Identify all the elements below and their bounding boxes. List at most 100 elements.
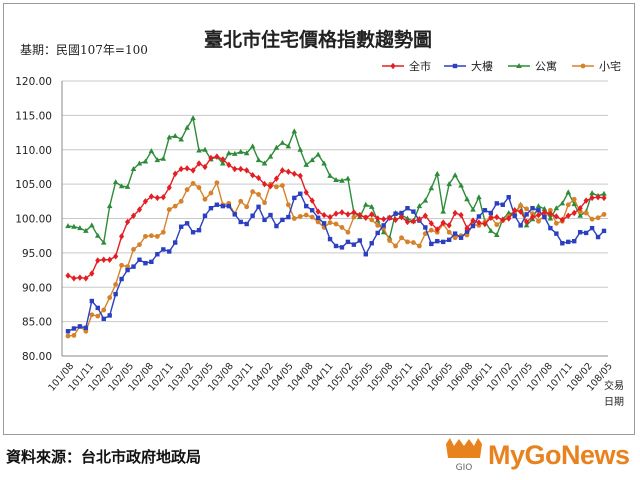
data-point [101, 307, 107, 313]
mygonews-logo[interactable]: GIO MyGoNews [440, 436, 636, 476]
data-point [71, 223, 77, 229]
data-point [148, 148, 155, 154]
data-point [429, 241, 434, 247]
data-point [184, 221, 190, 226]
data-point [357, 238, 363, 243]
data-point [143, 260, 148, 266]
data-point [601, 190, 607, 196]
data-point [125, 264, 130, 270]
data-point [339, 225, 345, 230]
data-point [286, 214, 291, 220]
gio-logo-icon: GIO [446, 438, 482, 473]
data-point [583, 197, 589, 204]
data-point [524, 206, 529, 212]
series-line [67, 180, 605, 337]
data-point [184, 124, 190, 130]
data-point [529, 213, 536, 221]
data-point [494, 201, 499, 206]
data-point [440, 219, 446, 226]
data-point [601, 228, 607, 234]
data-point [107, 313, 112, 318]
data-point [71, 332, 77, 338]
data-point [262, 217, 267, 223]
data-point [345, 211, 351, 218]
data-point [321, 160, 327, 166]
data-point [571, 196, 577, 202]
data-point [363, 214, 369, 222]
data-point [65, 333, 71, 339]
data-point [351, 209, 357, 216]
data-point [101, 256, 107, 263]
data-point [452, 209, 458, 217]
data-point [285, 168, 291, 175]
series-1 [65, 153, 607, 282]
data-point [399, 210, 404, 216]
data-point [589, 194, 595, 202]
data-point [238, 219, 243, 225]
data-point [464, 224, 470, 232]
data-point [166, 134, 173, 140]
data-point [554, 231, 559, 236]
data-point [440, 208, 446, 214]
data-point [190, 167, 196, 174]
legend-label: 小宅 [599, 59, 621, 73]
data-point [446, 222, 452, 229]
data-point [238, 165, 244, 173]
data-point [536, 218, 541, 224]
data-point [71, 326, 77, 331]
data-point [470, 217, 476, 224]
data-point [244, 204, 250, 210]
data-point [387, 214, 393, 222]
data-point [333, 210, 339, 217]
chart-frame [3, 3, 635, 435]
legend-marker [580, 63, 586, 69]
data-point [208, 190, 214, 196]
x-axis-title: 交易 日期 [604, 379, 624, 408]
data-point [244, 221, 249, 227]
data-point [130, 166, 137, 171]
data-point [208, 154, 214, 162]
data-point [89, 312, 95, 318]
data-point [304, 203, 309, 209]
data-point [273, 144, 280, 150]
data-point [71, 275, 77, 282]
data-point [476, 214, 482, 219]
data-point [411, 209, 416, 214]
data-point [315, 215, 321, 221]
data-point [291, 216, 297, 221]
data-point [464, 196, 470, 202]
data-point [446, 181, 452, 187]
data-point [113, 253, 119, 260]
data-point [267, 182, 274, 190]
data-point [494, 213, 500, 221]
y-tick-label: 110.00 [15, 145, 52, 157]
data-point [470, 223, 476, 229]
data-point [273, 175, 280, 182]
data-point [83, 325, 89, 331]
data-point [398, 213, 405, 221]
data-point [95, 305, 100, 311]
data-point [172, 203, 178, 209]
y-tick-label: 120.00 [15, 76, 52, 88]
data-point [166, 207, 172, 212]
data-point [416, 203, 423, 209]
data-point [112, 179, 119, 185]
data-point [267, 153, 274, 159]
grid-lines [61, 80, 608, 357]
data-point [595, 193, 601, 201]
y-tick-label: 115.00 [15, 110, 52, 122]
data-point [452, 172, 458, 178]
data-point [202, 163, 208, 171]
x-axis-title-line2: 日期 [604, 396, 624, 408]
data-point [333, 177, 339, 182]
data-point [95, 313, 101, 319]
data-point [309, 208, 315, 213]
data-point [118, 183, 125, 189]
data-point [101, 316, 106, 322]
data-point [249, 143, 256, 149]
data-point [261, 180, 268, 188]
data-point [345, 239, 351, 245]
data-point [321, 221, 327, 226]
data-point [571, 209, 577, 217]
data-point [125, 267, 130, 273]
